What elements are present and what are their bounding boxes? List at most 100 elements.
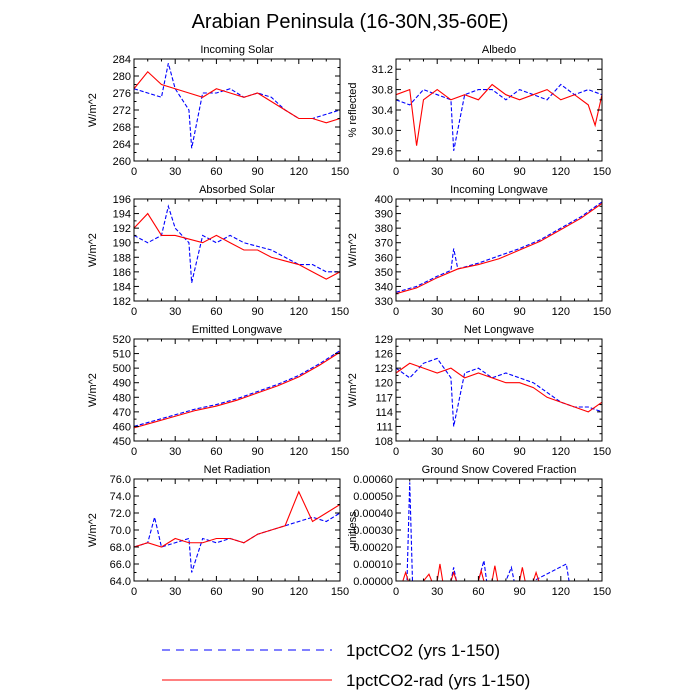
y-tick-label: 66.0 — [110, 559, 131, 571]
series-line-1pctco2-yrs-1-150 — [133, 512, 341, 573]
x-tick-label: 0 — [393, 166, 399, 178]
panel-title: Net Longwave — [464, 324, 534, 336]
y-tick-label: 450 — [113, 436, 131, 448]
series-line-1pctco2-yrs-1-150 — [395, 201, 603, 293]
x-tick-label: 120 — [552, 446, 570, 458]
x-tick-label: 60 — [210, 306, 222, 318]
y-tick-label: 126 — [375, 349, 393, 361]
y-tick-label: 120 — [375, 378, 393, 390]
x-tick-label: 90 — [251, 586, 263, 598]
y-tick-label: 30.0 — [372, 125, 393, 137]
x-tick-label: 120 — [290, 166, 308, 178]
y-tick-label: 340 — [375, 281, 393, 293]
series-line-1pctco2-yrs-1-150 — [395, 83, 603, 151]
series-line-1pctco2-yrs-1-150 — [133, 350, 341, 427]
y-tick-label: 74.0 — [110, 491, 131, 503]
series-line-1pctco2-rad-yrs-1-150 — [395, 202, 603, 295]
x-tick-label: 0 — [131, 166, 137, 178]
y-tick-label: 111 — [376, 421, 393, 433]
x-tick-label: 120 — [552, 306, 570, 318]
x-tick-label: 90 — [513, 166, 525, 178]
y-tick-label: 0.00040 — [353, 508, 393, 520]
y-axis-label: W/m^2 — [87, 513, 99, 547]
x-tick-label: 120 — [290, 306, 308, 318]
plot-frame — [395, 478, 603, 582]
x-tick-label: 60 — [472, 306, 484, 318]
panel-emitted-longwave: 450 460 470 480 490 500 510 520 0 30 60 90 120 150 Emi… — [87, 324, 349, 458]
x-tick-label: 150 — [593, 586, 611, 598]
panel-incoming-longwave: 330 340 350 360 370 380 390 400 0 30 60 90 120 150 Inc… — [347, 184, 611, 318]
x-tick-label: 30 — [169, 166, 181, 178]
y-tick-label: 108 — [375, 436, 393, 448]
y-tick-label: 330 — [375, 296, 393, 308]
panel-net-longwave: 108 111 114 117 120 123 126 129 0 30 60 90 120 150 Net… — [347, 324, 611, 458]
y-tick-label: 184 — [113, 281, 131, 293]
series-line-1pctco2-yrs-1-150 — [133, 63, 341, 149]
y-tick-label: 70.0 — [110, 525, 131, 537]
y-axis-label: W/m^2 — [347, 233, 359, 267]
y-tick-label: 68.0 — [110, 542, 131, 554]
x-tick-label: 30 — [169, 306, 181, 318]
y-axis-label: W/m^2 — [87, 233, 99, 267]
x-tick-label: 120 — [290, 586, 308, 598]
y-tick-label: 129 — [375, 334, 393, 346]
y-tick-label: 360 — [375, 252, 393, 264]
y-tick-label: 0.00030 — [353, 525, 393, 537]
y-axis-label: % reflected — [347, 82, 359, 137]
y-tick-label: 192 — [113, 223, 131, 235]
x-tick-label: 0 — [131, 586, 137, 598]
panel-net-radiation: 64.0 66.0 68.0 70.0 72.0 74.0 76.0 0 30 60 90 120 15… — [87, 464, 349, 598]
x-tick-label: 120 — [552, 166, 570, 178]
y-tick-label: 470 — [113, 407, 131, 419]
y-tick-label: 0.00020 — [353, 542, 393, 554]
legend: 1pctCO2 (yrs 1-150) 1pctCO2-rad (yrs 1-1… — [162, 641, 530, 690]
y-tick-label: 76.0 — [110, 474, 131, 486]
x-tick-label: 150 — [593, 306, 611, 318]
x-tick-label: 0 — [131, 306, 137, 318]
x-tick-label: 120 — [552, 586, 570, 598]
x-tick-label: 60 — [472, 166, 484, 178]
x-tick-label: 30 — [431, 306, 443, 318]
y-tick-label: 196 — [113, 194, 131, 206]
y-tick-label: 188 — [113, 252, 131, 264]
x-tick-label: 120 — [290, 446, 308, 458]
y-tick-label: 190 — [113, 238, 131, 250]
y-tick-label: 390 — [375, 209, 393, 221]
y-tick-label: 480 — [113, 392, 131, 404]
x-tick-label: 90 — [513, 306, 525, 318]
y-axis-label: W/m^2 — [87, 93, 99, 127]
series-line-1pctco2-yrs-1-150 — [395, 357, 603, 427]
x-tick-label: 150 — [593, 446, 611, 458]
y-tick-label: 64.0 — [110, 576, 131, 588]
y-tick-label: 490 — [113, 378, 131, 390]
legend-label-1pctco2: 1pctCO2 (yrs 1-150) — [346, 641, 500, 660]
y-tick-label: 186 — [113, 267, 131, 279]
x-tick-label: 60 — [210, 586, 222, 598]
panel-title: Ground Snow Covered Fraction — [422, 464, 577, 476]
x-tick-label: 90 — [251, 166, 263, 178]
panel-albedo: 29.6 30.0 30.4 30.8 31.2 0 30 60 90 120 150 Albedo%… — [347, 44, 611, 178]
x-tick-label: 150 — [331, 586, 349, 598]
series-line-1pctco2-rad-yrs-1-150 — [133, 70, 341, 124]
y-tick-label: 350 — [375, 267, 393, 279]
series-line-1pctco2-rad-yrs-1-150 — [133, 351, 341, 429]
plot-frame — [395, 58, 603, 162]
y-tick-label: 0.00060 — [353, 474, 393, 486]
y-axis-label: W/m^2 — [347, 373, 359, 407]
x-tick-label: 0 — [131, 446, 137, 458]
y-tick-label: 510 — [113, 349, 131, 361]
y-tick-label: 260 — [113, 156, 131, 168]
y-axis-label: unitless — [347, 511, 359, 549]
y-tick-label: 284 — [113, 54, 131, 66]
x-tick-label: 90 — [251, 306, 263, 318]
y-tick-label: 117 — [375, 392, 393, 404]
panel-title: Incoming Solar — [200, 44, 274, 56]
x-tick-label: 150 — [331, 306, 349, 318]
x-tick-label: 60 — [210, 446, 222, 458]
x-tick-label: 60 — [472, 446, 484, 458]
plot-frame — [395, 338, 603, 442]
series-line-1pctco2-rad-yrs-1-150 — [133, 490, 341, 548]
x-tick-label: 0 — [393, 306, 399, 318]
x-tick-label: 90 — [513, 586, 525, 598]
